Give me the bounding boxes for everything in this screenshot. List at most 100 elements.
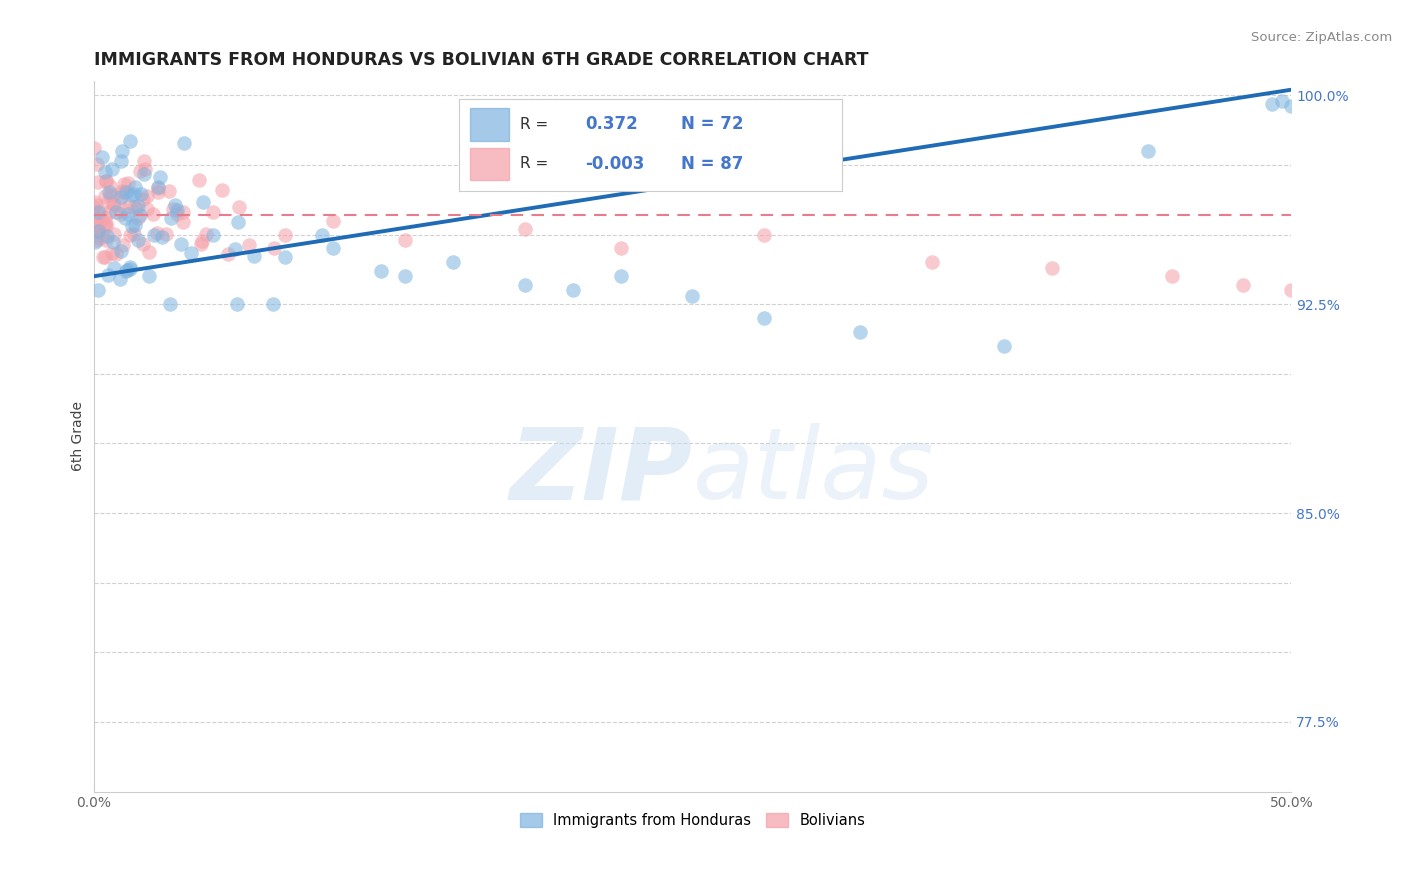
Point	[159, 211, 181, 225]
Point	[211, 183, 233, 197]
Point	[1136, 144, 1159, 158]
Point	[101, 162, 124, 177]
Point	[97, 268, 120, 282]
Point	[322, 213, 344, 227]
Point	[146, 226, 169, 240]
Point	[190, 234, 212, 248]
Point	[180, 245, 202, 260]
Point	[1160, 269, 1182, 284]
Point	[110, 244, 132, 259]
Point	[228, 200, 250, 214]
Point	[87, 175, 110, 189]
Point	[1279, 283, 1302, 297]
Point	[86, 218, 108, 232]
Point	[142, 228, 165, 243]
Text: Source: ZipAtlas.com: Source: ZipAtlas.com	[1251, 31, 1392, 45]
Point	[170, 236, 193, 251]
Point	[114, 264, 136, 278]
Point	[122, 187, 145, 202]
Point	[96, 174, 118, 188]
Point	[129, 187, 152, 202]
Point	[101, 196, 124, 211]
Point	[191, 194, 214, 209]
Point	[921, 255, 943, 269]
Point	[115, 263, 138, 277]
Point	[394, 269, 416, 284]
Point	[124, 218, 146, 232]
Point	[115, 185, 138, 199]
Point	[94, 250, 117, 264]
Point	[322, 242, 344, 256]
Point	[121, 219, 143, 233]
Point	[86, 233, 108, 247]
Point	[84, 195, 107, 210]
Point	[194, 227, 217, 241]
Point	[441, 255, 464, 269]
Point	[394, 233, 416, 247]
Point	[224, 242, 246, 256]
Point	[86, 157, 108, 171]
Point	[112, 178, 135, 192]
Point	[108, 198, 131, 212]
Point	[101, 235, 124, 249]
Point	[163, 198, 186, 212]
Point	[89, 230, 111, 244]
Point	[91, 150, 114, 164]
Point	[263, 241, 285, 255]
Point	[111, 144, 134, 158]
Point	[94, 216, 117, 230]
Point	[127, 233, 149, 247]
Point	[132, 154, 155, 169]
Point	[561, 283, 583, 297]
Point	[311, 228, 333, 243]
Point	[101, 187, 124, 202]
Point	[94, 188, 117, 202]
Point	[370, 264, 392, 278]
Point	[238, 238, 260, 252]
Point	[125, 201, 148, 215]
Point	[1279, 99, 1302, 113]
Point	[84, 198, 107, 212]
Point	[104, 247, 127, 261]
Point	[226, 297, 249, 311]
Point	[155, 227, 177, 242]
Point	[84, 235, 107, 249]
Point	[117, 207, 139, 221]
Point	[117, 176, 139, 190]
Point	[122, 227, 145, 241]
Point	[146, 181, 169, 195]
Point	[172, 215, 194, 229]
Point	[118, 228, 141, 243]
Point	[138, 244, 160, 259]
Point	[217, 247, 239, 261]
Point	[103, 198, 125, 212]
Point	[117, 199, 139, 213]
Point	[609, 242, 631, 256]
Point	[87, 219, 110, 233]
Point	[89, 206, 111, 220]
Point	[202, 227, 225, 242]
Point	[1261, 96, 1284, 111]
Point	[83, 208, 105, 222]
Point	[513, 277, 536, 292]
Point	[110, 153, 132, 168]
Point	[849, 325, 872, 339]
Point	[94, 165, 117, 179]
Point	[87, 204, 110, 219]
Point	[148, 185, 170, 199]
Point	[91, 250, 114, 264]
Point	[112, 185, 135, 199]
Point	[127, 199, 149, 213]
Point	[118, 134, 141, 148]
Point	[83, 200, 105, 214]
Y-axis label: 6th Grade: 6th Grade	[72, 401, 86, 472]
Point	[172, 204, 194, 219]
Point	[122, 201, 145, 215]
Point	[120, 260, 142, 274]
Point	[110, 190, 132, 204]
Point	[100, 188, 122, 202]
Point	[1271, 94, 1294, 108]
Point	[146, 180, 169, 194]
Point	[1232, 277, 1254, 292]
Point	[150, 230, 173, 244]
